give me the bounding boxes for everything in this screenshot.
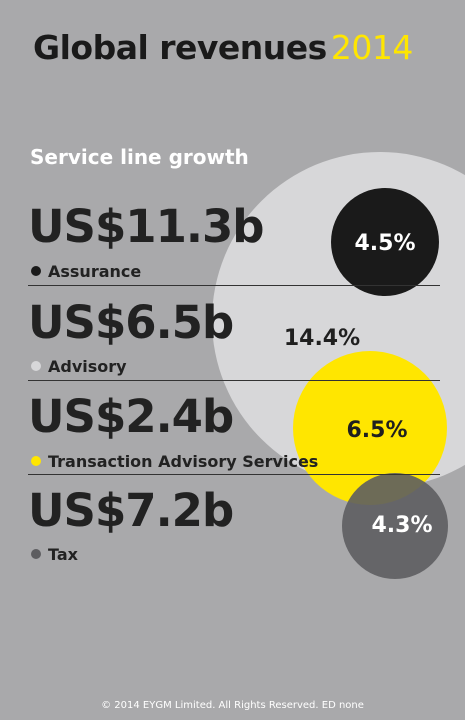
tax-label: Tax [48,545,78,564]
title-year: 2014 [330,28,413,67]
assurance-growth-bubble [331,188,439,296]
assurance-revenue: US$11.3b [28,200,265,253]
page-title: Global revenues 2014 [33,28,413,67]
advisory-legend: Advisory [31,357,127,376]
transaction-growth-bubble [293,351,447,505]
assurance-label: Assurance [48,262,142,281]
chart-subtitle: Service line growth [30,145,249,169]
tax-growth-label: 4.3% [371,513,432,538]
assurance-legend: Assurance [31,262,141,281]
assurance-dot-icon [31,266,41,276]
tax-legend: Tax [31,545,78,564]
tax-revenue: US$7.2b [28,484,234,537]
tax-dot-icon [31,549,41,559]
advisory-revenue: US$6.5b [28,296,234,349]
assurance-growth-label: 4.5% [354,231,415,256]
transaction-label: Transaction Advisory Services [48,452,319,471]
advisory-growth-label: 14.4% [284,326,360,351]
divider [28,380,440,381]
advisory-dot-icon [31,361,41,371]
advisory-label: Advisory [48,357,127,376]
title-text: Global revenues [33,28,327,67]
tax-growth-bubble [342,473,448,579]
transaction-growth-label: 6.5% [346,418,407,443]
copyright-footer: © 2014 EYGM Limited. All Rights Reserved… [101,700,364,711]
transaction-dot-icon [31,456,41,466]
transaction-revenue: US$2.4b [28,390,234,443]
divider [28,285,440,286]
divider [28,474,440,475]
transaction-legend: Transaction Advisory Services [31,452,318,471]
